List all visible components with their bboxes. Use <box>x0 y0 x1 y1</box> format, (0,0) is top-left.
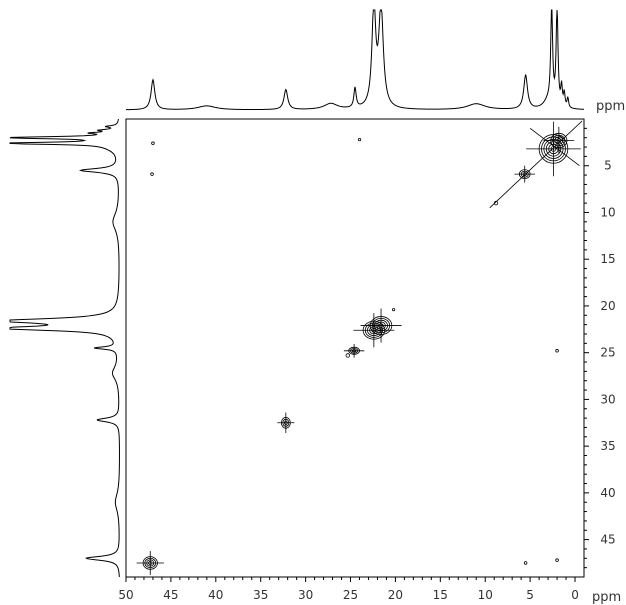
diagonal-streak <box>529 128 580 167</box>
cross-peak <box>526 121 581 177</box>
cross-peak <box>353 313 395 348</box>
x-axis-unit-label: ppm <box>592 590 621 605</box>
cross-peak <box>555 558 559 562</box>
contour-level <box>392 308 396 312</box>
y-tick-label: 40 <box>600 486 615 500</box>
cross-peak <box>150 172 154 176</box>
top-projection-spectrum <box>125 9 585 111</box>
y-tick-label: 25 <box>600 346 615 360</box>
y-tick-label: 15 <box>600 252 615 266</box>
left-projection-trace <box>9 118 120 578</box>
cross-peak <box>357 137 362 142</box>
x-tick-label: 10 <box>478 588 493 602</box>
x-tick-label: 25 <box>343 588 358 602</box>
x-tick-label: 0 <box>571 588 579 602</box>
diagonal-streak <box>489 120 583 209</box>
cross-peak <box>523 561 528 565</box>
x-tick-label: 40 <box>208 588 223 602</box>
cross-peak <box>277 412 295 434</box>
top-projection-trace <box>125 9 585 111</box>
x-tick-label: 5 <box>526 588 534 602</box>
contour-level <box>523 561 528 565</box>
x-axis: 50 45 40 35 30 25 20 15 10 5 0 <box>118 576 584 602</box>
contour-level <box>357 137 362 142</box>
y-tick-label: 10 <box>600 205 615 219</box>
y-tick-label: 5 <box>604 159 612 173</box>
y-axis-unit-label: ppm <box>596 99 625 114</box>
x-tick-label: 50 <box>118 588 133 602</box>
cross-peak <box>543 126 575 155</box>
contour-level <box>345 353 351 358</box>
contour-level <box>555 349 559 353</box>
y-tick-label: 30 <box>600 392 615 406</box>
contour-level <box>555 558 559 562</box>
x-tick-label: 30 <box>298 588 313 602</box>
cross-peak <box>392 308 396 312</box>
cross-peak-contours <box>136 120 583 575</box>
x-tick-label: 45 <box>163 588 178 602</box>
cross-peak <box>514 165 535 183</box>
x-tick-label: 20 <box>388 588 403 602</box>
cross-peak <box>555 349 559 353</box>
y-tick-label: 45 <box>600 533 615 547</box>
cross-peak <box>345 353 351 358</box>
cross-peak <box>360 308 402 343</box>
y-axis: 5 10 15 20 25 30 35 40 45 <box>584 127 616 569</box>
cross-peak <box>343 343 365 358</box>
cross-peak <box>151 141 155 146</box>
x-tick-label: 35 <box>253 588 268 602</box>
cross-peak <box>136 551 164 575</box>
contour-level <box>150 172 154 176</box>
x-tick-label: 15 <box>433 588 448 602</box>
y-tick-label: 35 <box>600 439 615 453</box>
plot-frame <box>125 118 585 578</box>
contour-level <box>151 141 155 146</box>
y-tick-label: 20 <box>600 299 615 313</box>
left-projection-spectrum <box>9 118 120 578</box>
